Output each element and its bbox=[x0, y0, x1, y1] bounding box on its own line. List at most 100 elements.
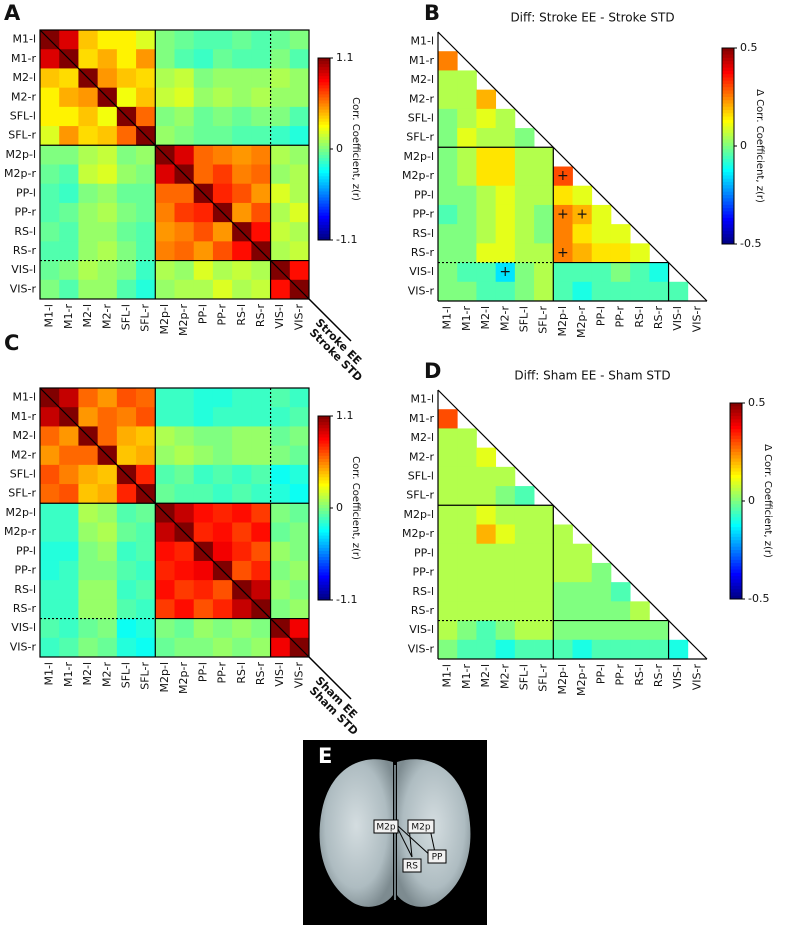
colorbar-segment bbox=[730, 553, 742, 558]
cell bbox=[610, 262, 631, 283]
cell bbox=[289, 464, 310, 485]
cell bbox=[193, 599, 214, 619]
column-label: SFL-r bbox=[537, 306, 550, 334]
colorbar-segment bbox=[318, 517, 330, 521]
colorbar-segment bbox=[318, 215, 330, 220]
colorbar-segment bbox=[318, 142, 330, 147]
cell bbox=[40, 599, 60, 619]
cell bbox=[78, 541, 99, 562]
cell bbox=[193, 126, 214, 146]
colorbar-label: Δ Corr. Coefficient, z(r) bbox=[754, 89, 765, 203]
cell bbox=[40, 87, 60, 108]
colorbar-segment bbox=[318, 145, 330, 150]
colorbar-segment bbox=[318, 593, 330, 598]
colorbar-segment bbox=[722, 113, 734, 118]
cell bbox=[136, 68, 156, 89]
cell bbox=[232, 484, 252, 504]
colorbar-segment bbox=[318, 526, 330, 530]
cell bbox=[476, 466, 497, 487]
cell bbox=[212, 241, 233, 261]
cell bbox=[174, 202, 195, 223]
colorbar-segment bbox=[730, 514, 742, 518]
diagonal bbox=[39, 29, 310, 300]
cell bbox=[116, 426, 137, 447]
cell bbox=[78, 241, 99, 261]
colorbar-segment bbox=[722, 139, 734, 144]
cell bbox=[476, 243, 497, 263]
cell bbox=[116, 541, 137, 562]
cell bbox=[495, 128, 516, 148]
cell bbox=[193, 580, 214, 600]
cell bbox=[251, 30, 271, 50]
cell bbox=[438, 185, 458, 206]
colorbar-segment bbox=[318, 569, 330, 573]
colorbar-segment bbox=[722, 146, 734, 150]
colorbar-segment bbox=[730, 406, 742, 411]
colorbar-segment bbox=[318, 194, 330, 199]
colorbar-segment bbox=[722, 201, 734, 206]
cell bbox=[495, 562, 516, 583]
cell bbox=[155, 560, 175, 581]
column-label: SFL-r bbox=[139, 662, 152, 690]
cell bbox=[457, 224, 477, 244]
cell bbox=[553, 166, 573, 187]
cell bbox=[116, 260, 137, 281]
cell bbox=[97, 426, 118, 447]
cell bbox=[457, 89, 477, 110]
colorbar-segment bbox=[730, 465, 742, 469]
cell bbox=[59, 560, 79, 581]
column-label: VIS-l bbox=[671, 306, 684, 331]
colorbar-segment bbox=[722, 240, 734, 245]
cell bbox=[136, 560, 156, 581]
colorbar-segment bbox=[730, 448, 742, 453]
colorbar-segment bbox=[722, 48, 734, 52]
cell bbox=[212, 445, 233, 466]
cell bbox=[270, 68, 291, 89]
colorbar-segment bbox=[730, 425, 742, 430]
cell bbox=[193, 503, 214, 523]
row-label: VIS-r bbox=[10, 282, 37, 295]
cell bbox=[289, 260, 310, 281]
cell bbox=[457, 524, 477, 545]
cell bbox=[572, 243, 593, 263]
colorbar-tick-label: 0.5 bbox=[740, 41, 758, 54]
cell bbox=[457, 582, 477, 602]
cell bbox=[97, 560, 118, 581]
colorbar-segment bbox=[318, 200, 330, 205]
cell bbox=[232, 183, 252, 204]
cell bbox=[251, 560, 271, 581]
cell bbox=[97, 260, 118, 281]
cell bbox=[174, 599, 195, 619]
cell bbox=[174, 260, 195, 281]
cell bbox=[495, 524, 516, 545]
colorbar-segment bbox=[318, 538, 330, 543]
colorbar-segment bbox=[730, 458, 742, 463]
cell bbox=[534, 243, 554, 263]
cell bbox=[59, 580, 79, 600]
cell bbox=[193, 388, 214, 408]
colorbar-segment bbox=[318, 218, 330, 223]
row-label: SFL-l bbox=[10, 467, 36, 480]
colorbar-segment bbox=[318, 191, 330, 195]
cell bbox=[457, 486, 477, 506]
colorbar-segment bbox=[318, 79, 330, 83]
cell bbox=[174, 388, 195, 408]
colorbar-segment bbox=[318, 483, 330, 488]
corner-line bbox=[308, 298, 352, 342]
colorbar-segment bbox=[318, 94, 330, 98]
cell bbox=[591, 562, 612, 583]
colorbar-segment bbox=[318, 167, 330, 171]
connector bbox=[397, 825, 433, 858]
cell bbox=[457, 281, 477, 302]
colorbar-segment bbox=[318, 486, 330, 491]
cell bbox=[136, 580, 156, 600]
colorbar-segment bbox=[318, 209, 330, 214]
colorbar-segment bbox=[730, 403, 742, 407]
column-label: M2p-r bbox=[177, 304, 190, 336]
cell bbox=[212, 126, 233, 146]
cell bbox=[40, 126, 60, 146]
cell bbox=[251, 260, 271, 281]
colorbar-segment bbox=[318, 422, 330, 426]
cell bbox=[495, 601, 516, 621]
